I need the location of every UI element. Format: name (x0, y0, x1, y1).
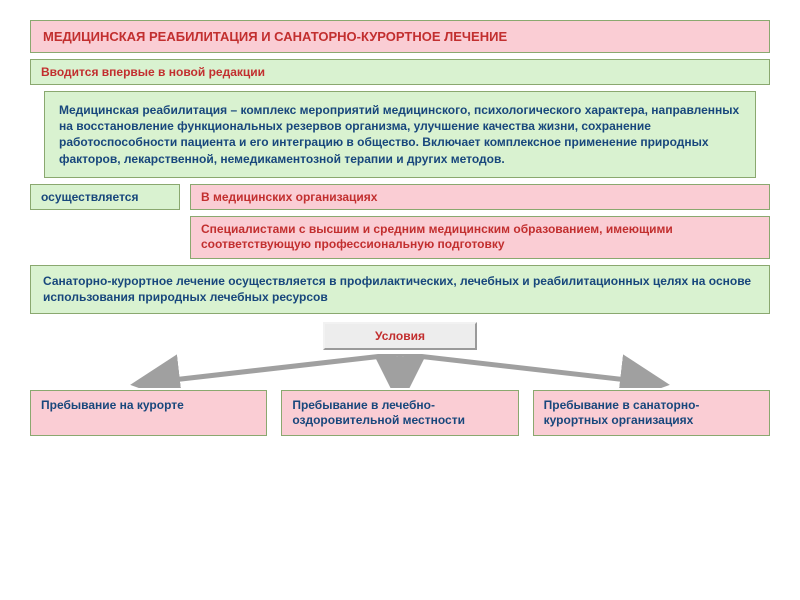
carried-out-label: осуществляется (30, 184, 180, 210)
specialists-box: Специалистами с высшим и средним медицин… (190, 216, 770, 259)
med-org-box: В медицинских организациях (190, 184, 770, 210)
arrows-svg (30, 354, 770, 388)
conditions-row: Пребывание на курорте Пребывание в лечеб… (30, 390, 770, 442)
conditions-label: Условия (323, 322, 477, 350)
condition-box-0: Пребывание на курорте (30, 390, 267, 436)
arrow-right (400, 354, 645, 382)
conditions-header-wrap: Условия (30, 322, 770, 350)
carried-out-row: осуществляется В медицинских организация… (30, 184, 770, 216)
condition-box-2: Пребывание в санаторно-курортных организ… (533, 390, 770, 436)
condition-box-1: Пребывание в лечебно-оздоровительной мес… (281, 390, 518, 436)
arrow-left (155, 354, 400, 382)
sanatorium-note-box: Санаторно-курортное лечение осуществляет… (30, 265, 770, 314)
definition-box: Медицинская реабилитация – комплекс меро… (44, 91, 756, 178)
subtitle-box: Вводится впервые в новой редакции (30, 59, 770, 85)
page-title: МЕДИЦИНСКАЯ РЕАБИЛИТАЦИЯ И САНАТОРНО-КУР… (30, 20, 770, 53)
